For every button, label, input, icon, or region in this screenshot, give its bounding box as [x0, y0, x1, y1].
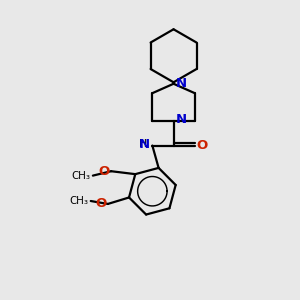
Text: O: O — [98, 165, 110, 178]
Text: N: N — [176, 77, 187, 90]
Text: CH₃: CH₃ — [72, 171, 91, 181]
Text: N: N — [139, 138, 150, 151]
Text: N: N — [176, 113, 187, 127]
Text: H: H — [139, 140, 147, 149]
Text: O: O — [197, 139, 208, 152]
Text: O: O — [95, 197, 106, 210]
Text: CH₃: CH₃ — [70, 196, 89, 206]
